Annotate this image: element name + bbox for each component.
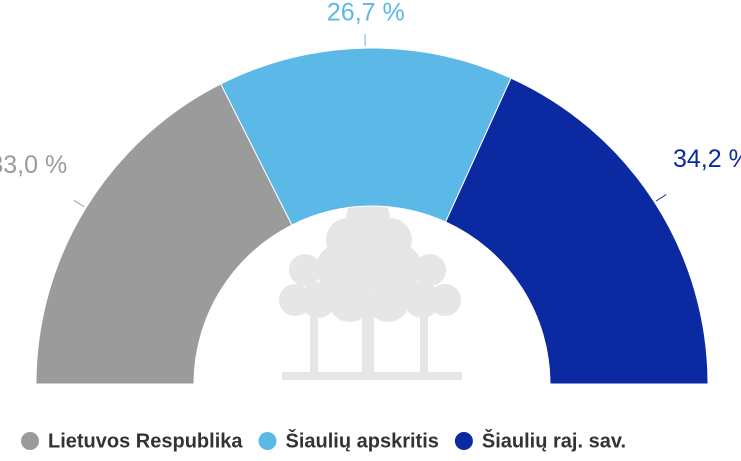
tree-icon	[279, 196, 462, 380]
slice	[35, 83, 293, 385]
leader-line	[73, 200, 85, 208]
value-label: 33,0 %	[0, 151, 67, 179]
legend-marker	[454, 432, 473, 450]
slice	[220, 47, 512, 226]
legend-label: Lietuvos Respublika	[48, 430, 243, 452]
slice	[444, 77, 709, 385]
value-label: 26,7 %	[327, 0, 405, 27]
legend-label: Šiaulių apskritis	[286, 428, 439, 452]
legend-label: Šiaulių raj. sav.	[482, 428, 626, 452]
leader-line	[655, 194, 667, 202]
legend-marker	[21, 432, 39, 450]
legend-marker	[258, 432, 277, 450]
value-label: 34,2 %	[673, 145, 741, 173]
